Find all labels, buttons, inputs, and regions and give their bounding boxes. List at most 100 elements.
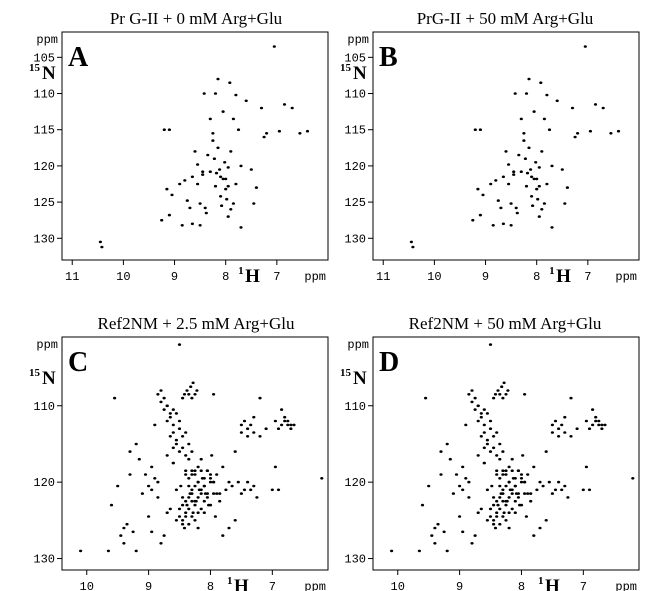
- x-tick-label: 7: [580, 580, 587, 591]
- peak-point: [563, 202, 567, 205]
- peak-point: [532, 534, 536, 537]
- peak-point: [122, 542, 126, 545]
- peak-point: [147, 484, 151, 488]
- peak-point: [495, 469, 499, 473]
- peak-point: [470, 542, 474, 545]
- peak-point: [153, 423, 157, 427]
- x-nucleus-element: H: [234, 576, 249, 591]
- peak-point: [507, 526, 511, 530]
- peak-point: [174, 442, 178, 446]
- peak-point: [205, 492, 209, 495]
- peak-point: [150, 488, 154, 492]
- peak-point: [542, 117, 547, 121]
- peak-point: [560, 168, 564, 171]
- peak-point: [218, 168, 222, 171]
- peak-point: [501, 469, 505, 473]
- peak-point: [265, 132, 269, 135]
- peak-point: [218, 499, 222, 503]
- peak-point: [239, 423, 243, 427]
- y-nucleus-mass: 15: [29, 367, 41, 379]
- peak-point: [128, 450, 132, 453]
- peak-point: [193, 519, 197, 522]
- x-tick-label: 9: [145, 580, 152, 591]
- peak-point: [165, 187, 169, 191]
- y-tick-label: 110: [344, 88, 366, 102]
- peak-point: [570, 106, 575, 110]
- peak-point: [171, 431, 175, 434]
- peak-point: [181, 435, 185, 438]
- peak-point: [515, 211, 519, 215]
- peak-point: [458, 484, 462, 488]
- peak-point: [526, 492, 530, 495]
- peak-point: [501, 488, 505, 492]
- peak-point: [125, 522, 129, 526]
- peak-point: [488, 515, 493, 518]
- peak-point: [195, 389, 199, 392]
- peak-point: [488, 507, 493, 511]
- y-tick-label: 120: [33, 476, 55, 490]
- peak-point: [489, 182, 493, 186]
- y-tick-label: 120: [344, 160, 366, 174]
- peak-point: [290, 106, 294, 110]
- x-tick-label: 8: [207, 580, 214, 591]
- peak-point: [532, 110, 536, 113]
- peak-point: [177, 343, 182, 346]
- peak-point: [516, 496, 521, 499]
- peak-point: [527, 77, 531, 81]
- peak-point: [205, 496, 209, 499]
- peak-point: [191, 511, 195, 514]
- panel-letter: A: [68, 42, 89, 73]
- peak-point: [177, 507, 182, 511]
- peak-point: [417, 549, 421, 553]
- peak-point: [569, 396, 573, 400]
- peak-point: [498, 477, 502, 480]
- peak-point: [221, 177, 225, 181]
- peak-point: [156, 480, 160, 484]
- peak-point: [213, 92, 218, 95]
- peak-point: [557, 427, 561, 431]
- peak-point: [504, 150, 508, 153]
- peak-point: [196, 163, 200, 166]
- peak-point: [177, 419, 182, 423]
- peak-point: [231, 202, 235, 205]
- peak-point: [233, 450, 237, 453]
- peak-point: [411, 245, 415, 249]
- peak-point: [159, 389, 163, 392]
- peak-point: [131, 530, 135, 534]
- panel-title: Pr G-II + 0 mM Arg+Glu: [110, 9, 283, 28]
- peak-point: [174, 488, 178, 492]
- peak-point: [190, 396, 194, 400]
- peak-point: [488, 450, 493, 453]
- peak-point: [583, 45, 587, 48]
- peak-point: [168, 435, 172, 438]
- peak-point: [184, 454, 188, 457]
- peak-point: [181, 519, 185, 522]
- peak-point: [199, 469, 203, 473]
- peak-point: [430, 534, 434, 537]
- peak-point: [563, 415, 567, 419]
- peak-point: [498, 393, 502, 396]
- peak-point: [283, 419, 287, 423]
- y-nucleus-element: N: [42, 63, 56, 84]
- peak-point: [219, 175, 223, 179]
- x-tick-label: 10: [391, 580, 405, 591]
- peak-point: [495, 454, 499, 457]
- peak-point: [236, 480, 240, 484]
- peak-point: [171, 408, 175, 411]
- y-nucleus-mass: 15: [29, 62, 41, 74]
- peak-point: [496, 199, 500, 202]
- peak-point: [160, 218, 164, 222]
- peak-point: [481, 193, 485, 197]
- peak-point: [512, 173, 516, 176]
- peak-point: [225, 197, 229, 201]
- peak-point: [588, 129, 593, 133]
- peak-point: [212, 480, 216, 484]
- peak-point: [498, 496, 502, 499]
- peak-point: [137, 457, 141, 461]
- peak-point: [193, 503, 197, 507]
- peak-point: [587, 427, 592, 431]
- peak-point: [190, 515, 194, 518]
- peak-point: [461, 465, 465, 469]
- peak-point: [167, 213, 171, 217]
- peak-point: [273, 419, 277, 423]
